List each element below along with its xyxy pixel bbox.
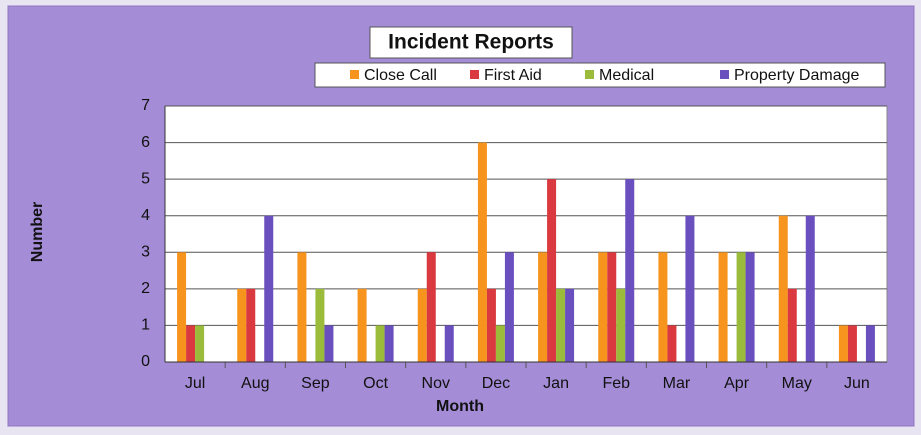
bar (805, 215, 815, 362)
bar (324, 325, 334, 362)
legend-swatch (585, 70, 594, 79)
x-tick-label: Feb (602, 375, 630, 392)
bar (538, 252, 548, 362)
bar (504, 252, 514, 362)
legend-swatch (350, 70, 359, 79)
bar (745, 252, 755, 362)
y-tick-label: 0 (141, 353, 150, 370)
plot-area (164, 105, 888, 363)
y-tick-label: 3 (141, 244, 150, 261)
legend-swatch (720, 70, 729, 79)
y-tick-label: 7 (141, 97, 150, 114)
chart-title: Incident Reports (388, 31, 554, 54)
x-tick-label: Sep (301, 375, 330, 392)
bar (417, 288, 427, 362)
bar (297, 252, 307, 362)
y-tick-label: 2 (141, 280, 150, 297)
x-tick-label: Nov (422, 375, 450, 392)
bar (667, 325, 677, 362)
bar (718, 252, 728, 362)
legend-label: Medical (599, 67, 654, 84)
legend-label: Close Call (364, 67, 437, 84)
bar (246, 288, 256, 362)
y-tick-label: 6 (141, 134, 150, 151)
bar (426, 252, 436, 362)
bar (778, 215, 788, 362)
legend (314, 62, 886, 88)
y-tick-label: 1 (141, 317, 150, 334)
bar (375, 325, 385, 362)
title-box (369, 26, 573, 59)
bar (565, 288, 575, 362)
bar (616, 288, 626, 362)
x-tick-label: Jan (543, 375, 569, 392)
bar (607, 252, 617, 362)
bar (486, 288, 496, 362)
bar (838, 325, 848, 362)
bar (847, 325, 857, 362)
x-tick-label: Mar (663, 375, 691, 392)
y-tick-label: 5 (141, 170, 150, 187)
bar (357, 288, 367, 362)
x-tick-label: Dec (482, 375, 510, 392)
x-tick-label: Apr (724, 375, 750, 392)
bar (625, 179, 635, 362)
bar (736, 252, 746, 362)
legend-label: Property Damage (734, 67, 859, 84)
x-tick-label: Oct (363, 375, 388, 392)
bar (547, 179, 557, 362)
bar (177, 252, 187, 362)
bar (237, 288, 247, 362)
bar (865, 325, 875, 362)
bar (495, 325, 505, 362)
legend-swatch (470, 70, 479, 79)
bar (477, 142, 487, 362)
bar (658, 252, 668, 362)
bar (264, 215, 274, 362)
x-tick-label: Aug (241, 375, 269, 392)
y-axis-label: Number (29, 202, 46, 262)
y-tick-label: 4 (141, 207, 150, 224)
x-tick-label: Jun (844, 375, 870, 392)
x-axis-label: Month (436, 398, 484, 415)
legend-label: First Aid (484, 67, 542, 84)
bar (556, 288, 566, 362)
bar (598, 252, 608, 362)
x-tick-label: May (782, 375, 812, 392)
bar (685, 215, 695, 362)
bar (384, 325, 394, 362)
x-tick-label: Jul (185, 375, 205, 392)
bar (444, 325, 454, 362)
bar (186, 325, 196, 362)
bar (195, 325, 205, 362)
bar (315, 288, 325, 362)
bar (787, 288, 797, 362)
